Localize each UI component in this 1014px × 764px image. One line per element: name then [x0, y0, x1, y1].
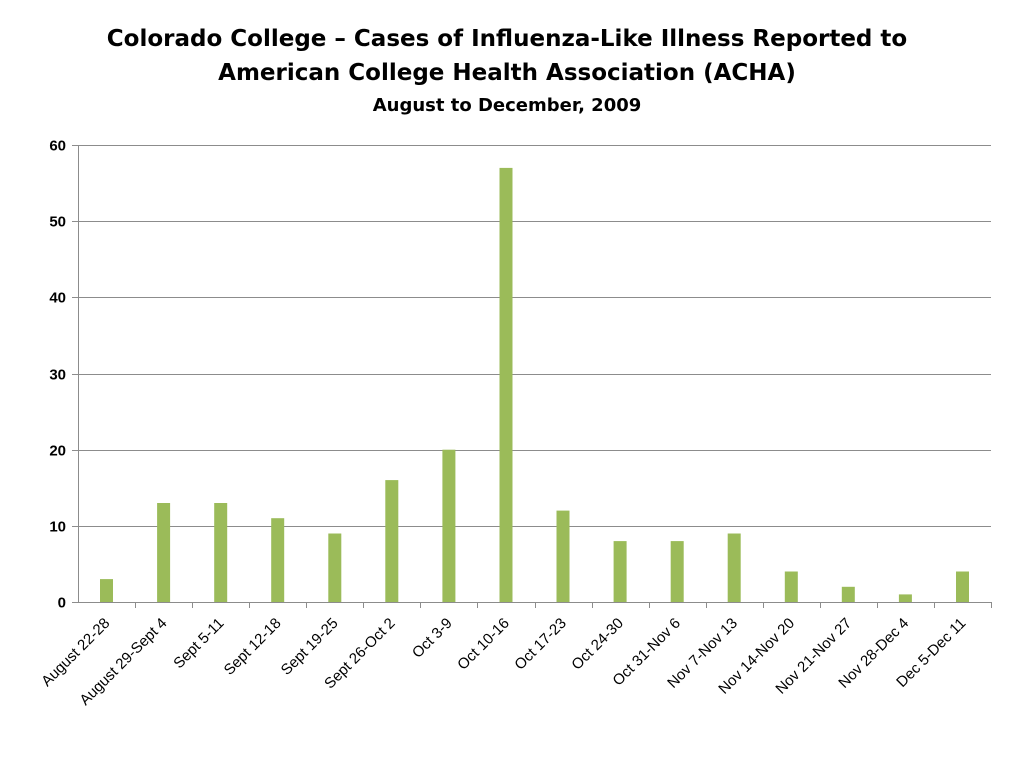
- x-tick-label: Oct 17-23: [511, 615, 570, 674]
- x-tick-label: Sept 5-11: [170, 615, 227, 672]
- y-tick-label: 0: [58, 595, 66, 612]
- bar: [784, 571, 798, 602]
- bar: [271, 518, 285, 602]
- bar: [727, 533, 741, 602]
- bar: [442, 449, 456, 602]
- x-tick-label: Oct 3-9: [409, 615, 456, 662]
- x-tick-label: Oct 24-30: [568, 615, 627, 674]
- bar: [841, 586, 855, 602]
- bar: [613, 541, 627, 602]
- bars: [100, 167, 969, 602]
- x-tick-label: Sept 12-18: [221, 615, 285, 679]
- bar: [956, 571, 969, 602]
- bar: [385, 480, 399, 602]
- y-axis-tick-labels: 0 10 20 30 40 50 60: [49, 138, 66, 612]
- bar: [556, 510, 570, 602]
- y-tick-label: 40: [49, 290, 66, 307]
- y-tick-label: 10: [49, 519, 66, 536]
- chart-title-line-1: Colorado College – Cases of Influenza-Li…: [106, 26, 908, 52]
- gridlines: [78, 145, 991, 527]
- y-tick-label: 50: [49, 214, 66, 231]
- y-tick-label: 20: [49, 443, 66, 460]
- bar: [100, 579, 113, 602]
- y-tick-label: 30: [49, 367, 66, 384]
- bar: [328, 533, 342, 602]
- chart-title: Colorado College – Cases of Influenza-Li…: [0, 22, 1014, 90]
- axes: [72, 145, 992, 608]
- bar: [214, 503, 228, 602]
- bar: [157, 503, 171, 602]
- y-tick-label: 60: [49, 138, 66, 155]
- chart-title-line-2: American College Health Association (ACH…: [218, 60, 796, 86]
- chart-subtitle: August to December, 2009: [372, 95, 642, 116]
- bar: [670, 541, 684, 602]
- x-tick-label: Oct 10-16: [454, 615, 513, 674]
- bar: [499, 167, 513, 602]
- bar: [898, 594, 912, 602]
